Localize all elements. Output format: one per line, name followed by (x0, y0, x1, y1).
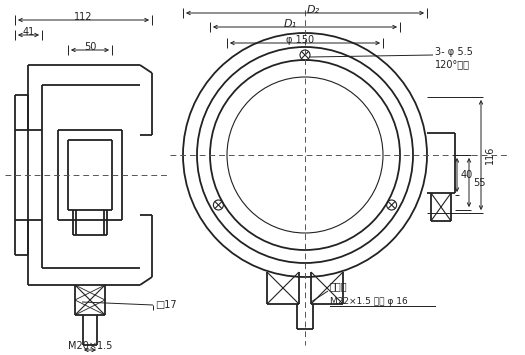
Text: M22×1.5 内孔 φ 16: M22×1.5 内孔 φ 16 (330, 297, 408, 306)
Text: 41: 41 (23, 27, 35, 37)
Text: φ 150: φ 150 (286, 35, 314, 45)
Text: 40: 40 (461, 170, 473, 180)
Text: M20×1.5: M20×1.5 (68, 341, 112, 351)
Text: 120°均布: 120°均布 (435, 59, 470, 69)
Text: 配线口: 配线口 (330, 281, 348, 291)
Text: D₁: D₁ (284, 19, 297, 29)
Text: 112: 112 (74, 12, 93, 22)
Text: 116: 116 (485, 146, 495, 164)
Text: 3- φ 5.5: 3- φ 5.5 (435, 47, 473, 57)
Text: 55: 55 (473, 178, 486, 187)
Text: 50: 50 (84, 42, 96, 52)
Text: □17: □17 (155, 300, 176, 310)
Text: D₂: D₂ (307, 5, 320, 15)
